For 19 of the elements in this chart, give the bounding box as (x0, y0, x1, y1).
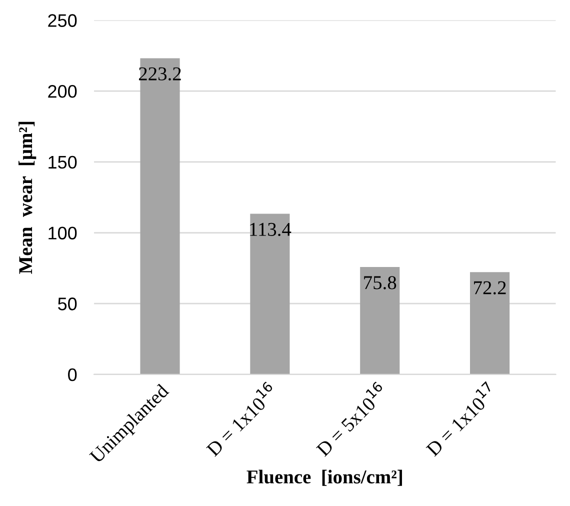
data-label: 72.2 (474, 281, 506, 294)
y-tick-label: 200 (48, 85, 77, 98)
x-tick-label: D = 1x10$^{16}$ (202, 381, 279, 458)
x-axis-title: Fluence [ions/cm²] (246, 470, 402, 486)
bar (140, 58, 180, 374)
y-tick-label: 150 (48, 156, 77, 169)
data-label: 113.4 (250, 222, 292, 236)
y-tick-label: 100 (48, 226, 77, 240)
x-tick-label: D = 1x10$^{17}$ (422, 381, 498, 457)
y-tick-label: 50 (58, 298, 77, 310)
data-label: 75.8 (364, 276, 396, 290)
y-axis-title: Mean wear [µm²] (18, 122, 36, 274)
bar (360, 267, 400, 374)
y-tick-label: 250 (48, 14, 77, 27)
bar (470, 272, 510, 374)
x-tick-label: D = 5x10$^{16}$ (312, 381, 389, 458)
data-label: 223.2 (138, 67, 181, 80)
bar (250, 214, 290, 374)
y-tick-label: 0 (68, 368, 77, 382)
